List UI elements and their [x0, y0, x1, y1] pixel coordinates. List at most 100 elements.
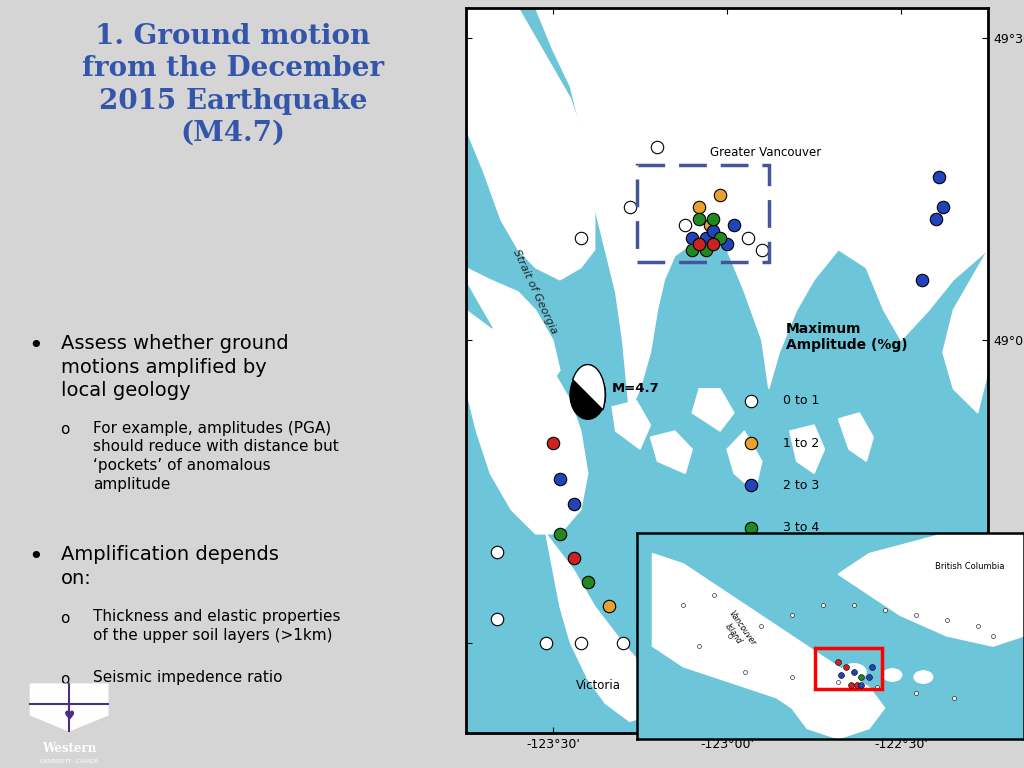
Point [838, 660, 854, 673]
Point [552, 473, 568, 485]
Text: Greater Vancouver: Greater Vancouver [710, 146, 821, 159]
Point [580, 576, 596, 588]
Point [931, 170, 947, 183]
Text: o: o [60, 611, 70, 626]
Point [861, 671, 878, 684]
Text: 4 to 5: 4 to 5 [782, 564, 819, 577]
Text: Maximum
Amplitude (%g): Maximum Amplitude (%g) [786, 322, 908, 353]
Polygon shape [839, 413, 873, 462]
Point [853, 671, 869, 684]
Point [938, 614, 954, 627]
Point [707, 588, 723, 601]
Point [489, 612, 506, 624]
Text: 1. Ground motion
from the December
2015 Earthquake
(M4.7): 1. Ground motion from the December 2015 … [82, 23, 384, 147]
Wedge shape [572, 365, 605, 410]
Text: 3 to 4: 3 to 4 [782, 521, 819, 535]
Polygon shape [790, 425, 824, 473]
Text: o: o [60, 422, 70, 438]
Point [877, 604, 893, 617]
Polygon shape [650, 431, 692, 473]
Point [814, 599, 830, 611]
Polygon shape [31, 684, 108, 731]
Text: Assess whether ground
motions amplified by
local geology: Assess whether ground motions amplified … [60, 334, 288, 400]
Text: 2 to 3: 2 to 3 [782, 479, 819, 492]
Point [743, 437, 760, 449]
Point [698, 243, 715, 256]
Point [737, 666, 754, 678]
Point [946, 691, 963, 703]
Point [552, 528, 568, 540]
Text: 0 to 1: 0 to 1 [782, 394, 819, 407]
Point [830, 676, 847, 688]
Point [985, 630, 1001, 642]
Polygon shape [839, 533, 1024, 646]
Point [739, 231, 756, 243]
Point [635, 624, 651, 637]
Point [846, 599, 862, 611]
Point [743, 521, 760, 534]
Text: •: • [28, 334, 43, 358]
Point [830, 655, 847, 667]
Point [743, 395, 760, 407]
Point [691, 214, 708, 226]
Point [664, 649, 680, 661]
Polygon shape [727, 431, 762, 492]
Text: Strait of Georgia: Strait of Georgia [511, 248, 559, 336]
Point [843, 679, 859, 691]
Text: ♥: ♥ [63, 710, 75, 723]
Point [691, 201, 708, 214]
Bar [637, 165, 769, 262]
Point [907, 687, 924, 699]
Point [572, 231, 589, 243]
Text: Western: Western [42, 742, 96, 755]
Text: Amplification depends
on:: Amplification depends on: [60, 545, 279, 588]
Point [928, 214, 944, 226]
Point [649, 141, 666, 153]
Point [545, 437, 561, 449]
Point [691, 237, 708, 250]
Polygon shape [652, 554, 885, 739]
Point [783, 609, 800, 621]
Point [675, 599, 691, 611]
Point [565, 552, 582, 564]
Point [489, 546, 506, 558]
Point [907, 609, 924, 621]
Point [783, 671, 800, 684]
Polygon shape [546, 534, 657, 721]
Point [614, 637, 631, 649]
Text: Seismic impedence ratio: Seismic impedence ratio [93, 670, 283, 686]
Point [677, 219, 693, 231]
Point [565, 498, 582, 510]
Point [705, 237, 721, 250]
Point [712, 189, 728, 201]
Polygon shape [612, 401, 650, 449]
Point [834, 669, 850, 681]
Text: Victoria: Victoria [575, 679, 621, 692]
Circle shape [842, 664, 866, 680]
Point [913, 273, 930, 286]
Circle shape [914, 671, 933, 684]
Point [705, 225, 721, 237]
Text: Thickness and elastic properties
of the upper soil layers (>1km): Thickness and elastic properties of the … [93, 609, 341, 643]
Circle shape [812, 660, 834, 674]
Point [935, 201, 951, 214]
Text: UNIVERSITY · CANADA: UNIVERSITY · CANADA [40, 760, 98, 764]
Polygon shape [466, 310, 588, 534]
Point [690, 640, 707, 652]
Polygon shape [943, 250, 988, 413]
Point [754, 243, 770, 256]
Point [600, 601, 616, 613]
Point [684, 243, 700, 256]
Circle shape [883, 669, 902, 681]
Point [698, 231, 715, 243]
Point [572, 637, 589, 649]
Text: •: • [28, 545, 43, 569]
Text: 1 to 2: 1 to 2 [782, 437, 819, 449]
Point [864, 660, 881, 673]
Bar [815, 648, 882, 690]
Point [853, 679, 869, 691]
Polygon shape [466, 8, 595, 280]
Point [868, 681, 885, 694]
Point [753, 620, 769, 632]
Point [622, 201, 638, 214]
